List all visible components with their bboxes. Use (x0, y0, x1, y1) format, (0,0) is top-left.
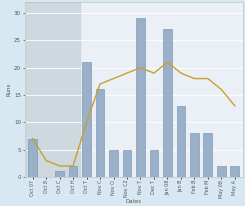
Bar (190, 133, 199, 177)
Bar (217, 166, 226, 177)
Bar (28, 139, 37, 177)
Bar (55, 171, 64, 177)
Bar (96, 89, 104, 177)
Bar (69, 166, 77, 177)
Bar (122, 150, 131, 177)
Bar (204, 133, 212, 177)
Bar (163, 29, 172, 177)
X-axis label: Dates: Dates (126, 199, 142, 204)
Y-axis label: Runs: Runs (7, 83, 12, 96)
Bar (26, 2, 80, 177)
Bar (109, 150, 118, 177)
Bar (177, 106, 185, 177)
Bar (149, 150, 158, 177)
Bar (231, 166, 239, 177)
Bar (82, 62, 91, 177)
Bar (136, 19, 145, 177)
